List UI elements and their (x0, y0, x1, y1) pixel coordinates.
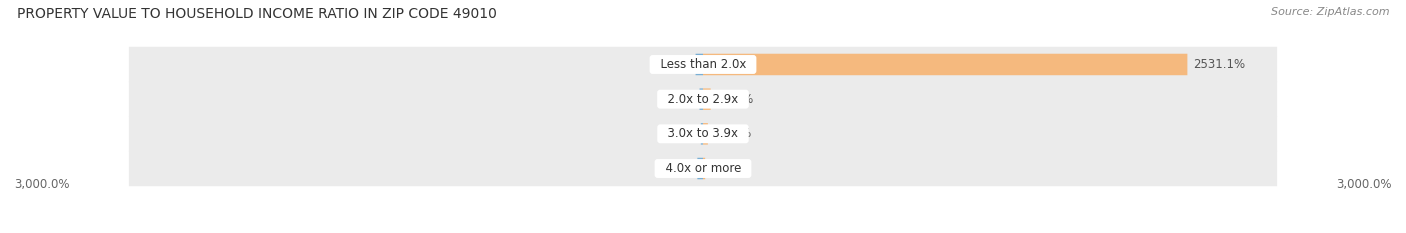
Text: 2531.1%: 2531.1% (1194, 58, 1246, 71)
FancyBboxPatch shape (696, 54, 703, 75)
Text: 38.8%: 38.8% (652, 58, 690, 71)
Text: 29.5%: 29.5% (654, 162, 692, 175)
Text: 2.0x to 2.9x: 2.0x to 2.9x (661, 93, 745, 106)
Text: 40.1%: 40.1% (717, 93, 754, 106)
FancyBboxPatch shape (129, 116, 1277, 151)
Text: Less than 2.0x: Less than 2.0x (652, 58, 754, 71)
FancyBboxPatch shape (703, 54, 1188, 75)
Text: 25.6%: 25.6% (714, 127, 751, 140)
FancyBboxPatch shape (700, 123, 703, 145)
FancyBboxPatch shape (703, 158, 706, 179)
FancyBboxPatch shape (129, 82, 1277, 117)
Text: 3.0x to 3.9x: 3.0x to 3.9x (661, 127, 745, 140)
FancyBboxPatch shape (700, 88, 703, 110)
FancyBboxPatch shape (697, 158, 703, 179)
Text: 11.5%: 11.5% (658, 127, 695, 140)
Text: 3,000.0%: 3,000.0% (1337, 178, 1392, 191)
Text: 3,000.0%: 3,000.0% (14, 178, 69, 191)
Text: Source: ZipAtlas.com: Source: ZipAtlas.com (1271, 7, 1389, 17)
Text: 18.2%: 18.2% (657, 93, 693, 106)
Text: PROPERTY VALUE TO HOUSEHOLD INCOME RATIO IN ZIP CODE 49010: PROPERTY VALUE TO HOUSEHOLD INCOME RATIO… (17, 7, 496, 21)
Text: 4.0x or more: 4.0x or more (658, 162, 748, 175)
FancyBboxPatch shape (703, 123, 707, 145)
FancyBboxPatch shape (129, 151, 1277, 186)
Text: 11.3%: 11.3% (711, 162, 748, 175)
FancyBboxPatch shape (129, 47, 1277, 82)
FancyBboxPatch shape (703, 88, 710, 110)
